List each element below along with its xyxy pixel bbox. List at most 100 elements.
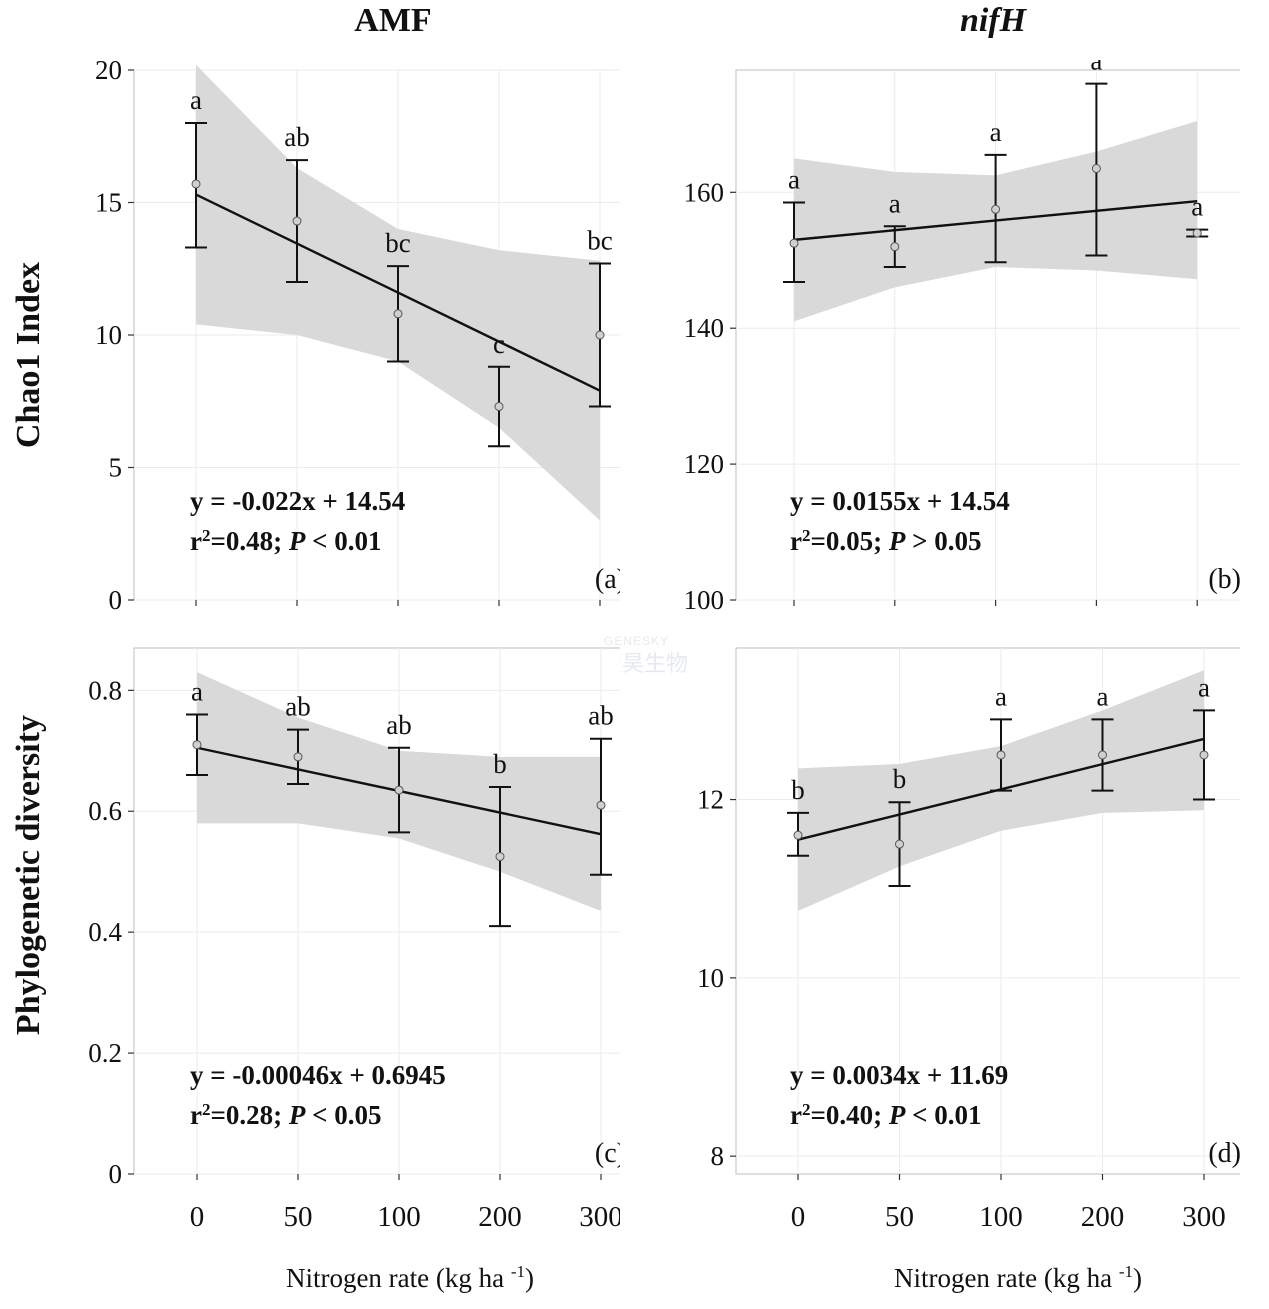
significance-letter: a — [191, 677, 203, 707]
y-tick-label: 0.4 — [88, 917, 122, 947]
data-point — [494, 402, 504, 412]
data-point — [495, 852, 505, 862]
y-tick-label: 8 — [711, 1141, 725, 1171]
error-bar-group — [984, 153, 1007, 264]
significance-letter: b — [791, 775, 805, 805]
watermark-en: GENESKY — [604, 634, 670, 648]
error-bar-group — [489, 786, 511, 928]
y-tick-label: 12 — [697, 785, 724, 815]
significance-letter: ab — [284, 122, 309, 152]
x-tick-label: 0 — [791, 1201, 806, 1233]
significance-letter: a — [990, 117, 1002, 147]
significance-letter: a — [889, 188, 901, 218]
y-tick-label: 120 — [684, 449, 725, 479]
y-tick-label: 0 — [109, 585, 123, 615]
data-point — [393, 309, 403, 319]
significance-letter: ab — [588, 701, 613, 731]
significance-letter: bc — [587, 225, 613, 255]
error-bar-group — [1085, 82, 1108, 257]
error-bar-group — [286, 159, 308, 283]
x-tick-label: 50 — [885, 1201, 914, 1233]
significance-letter: bc — [385, 228, 411, 258]
data-point — [596, 800, 606, 810]
error-bar-group — [1193, 709, 1215, 801]
column-title-nifh: nifH — [959, 2, 1027, 39]
data-point — [996, 750, 1006, 760]
data-point — [595, 330, 605, 340]
regression-equation: y = 0.0155x + 14.54 — [790, 486, 1010, 516]
x-axis-label-text: Nitrogen rate (kg ha — [285, 1263, 511, 1293]
x-tick-label: 100 — [979, 1201, 1023, 1233]
data-point — [292, 216, 302, 226]
regression-stats: r2=0.05; P > 0.05 — [790, 526, 982, 557]
panel-d-chart: b b a a a 8 10 12 0 50 100 200 300 y = 0.0034x + 11.6… — [697, 647, 1240, 1233]
column-title-amf: AMF — [354, 2, 432, 39]
error-bar-group — [1186, 228, 1209, 238]
significance-letter: a — [788, 165, 800, 195]
error-bar-group — [589, 262, 611, 408]
error-bar-group — [186, 713, 208, 776]
x-tick-label: 200 — [478, 1201, 522, 1233]
x-axis-label-close: ) — [1133, 1263, 1143, 1293]
regression-equation: y = -0.022x + 14.54 — [190, 486, 405, 516]
data-point — [793, 830, 803, 840]
regression-stats: r2=0.28; P < 0.05 — [190, 1100, 382, 1131]
data-point — [192, 740, 202, 750]
data-point — [191, 179, 201, 189]
data-point — [1098, 750, 1107, 760]
x-tick-label: 50 — [284, 1201, 313, 1233]
x-axis-label-sup: -1 — [1118, 1262, 1134, 1281]
error-bar-group — [590, 737, 612, 876]
significance-letter: a — [1097, 681, 1109, 711]
regression-equation: y = 0.0034x + 11.69 — [790, 1060, 1008, 1090]
significance-letter: ab — [285, 692, 310, 722]
significance-letter: a — [995, 681, 1007, 711]
y-tick-label: 0.2 — [88, 1038, 122, 1068]
x-axis-label-sup: -1 — [510, 1262, 526, 1281]
data-point — [895, 839, 904, 849]
panel-label: (c) — [595, 1138, 620, 1169]
y-tick-label: 10 — [95, 320, 122, 350]
panel-b-chart: a a a a a 100 120 140 160 y = 0.0155x + 14.54 r2=0… — [684, 60, 1240, 615]
panel-label: (b) — [1208, 564, 1240, 595]
row-label-chao1: Chao1 Index — [10, 261, 47, 449]
x-axis-label-right: Nitrogen rate (kg ha -1) — [758, 1262, 1269, 1294]
y-tick-label: 140 — [684, 313, 725, 343]
significance-letter: ab — [386, 710, 411, 740]
significance-letter: c — [493, 329, 505, 359]
y-tick-label: 20 — [95, 60, 122, 85]
error-bar-group — [888, 801, 911, 888]
data-point — [394, 785, 404, 795]
panel-c-chart: a ab ab b ab 0 0.2 0.4 0.6 0.8 0 50 100 200 300 y = -0.… — [88, 647, 620, 1233]
x-tick-label: 200 — [1081, 1201, 1125, 1233]
y-tick-label: 160 — [684, 177, 725, 207]
x-tick-label: 300 — [579, 1201, 620, 1233]
y-tick-label: 15 — [95, 188, 122, 218]
error-bar-group — [387, 265, 409, 363]
y-tick-label: 10 — [697, 963, 724, 993]
data-point — [1091, 164, 1101, 174]
error-bar-group — [883, 225, 906, 269]
significance-letter: a — [1198, 672, 1210, 702]
y-tick-label: 0 — [109, 1159, 123, 1189]
significance-letter: a — [190, 85, 202, 115]
y-tick-label: 5 — [109, 453, 123, 483]
error-bar-group — [990, 718, 1012, 792]
data-point — [1192, 228, 1202, 238]
regression-stats: r2=0.48; P < 0.01 — [190, 526, 382, 557]
significance-letter: a — [1191, 192, 1203, 222]
panel-label: (d) — [1208, 1138, 1240, 1169]
data-point — [789, 238, 799, 248]
error-bar-group — [488, 365, 510, 448]
error-bar-group — [287, 728, 309, 786]
error-bar-group — [1091, 718, 1114, 792]
data-point — [890, 242, 900, 252]
significance-letter: b — [893, 764, 907, 794]
significance-letter: a — [1090, 60, 1102, 76]
error-bar-group — [783, 201, 805, 283]
y-tick-label: 0.6 — [88, 796, 122, 826]
data-point — [991, 204, 1001, 214]
panel-a-chart: a ab bc c bc 0 5 10 15 20 y = -0.022x + 14.54 r2=0.… — [95, 60, 620, 615]
regression-equation: y = -0.00046x + 0.6945 — [190, 1060, 446, 1090]
